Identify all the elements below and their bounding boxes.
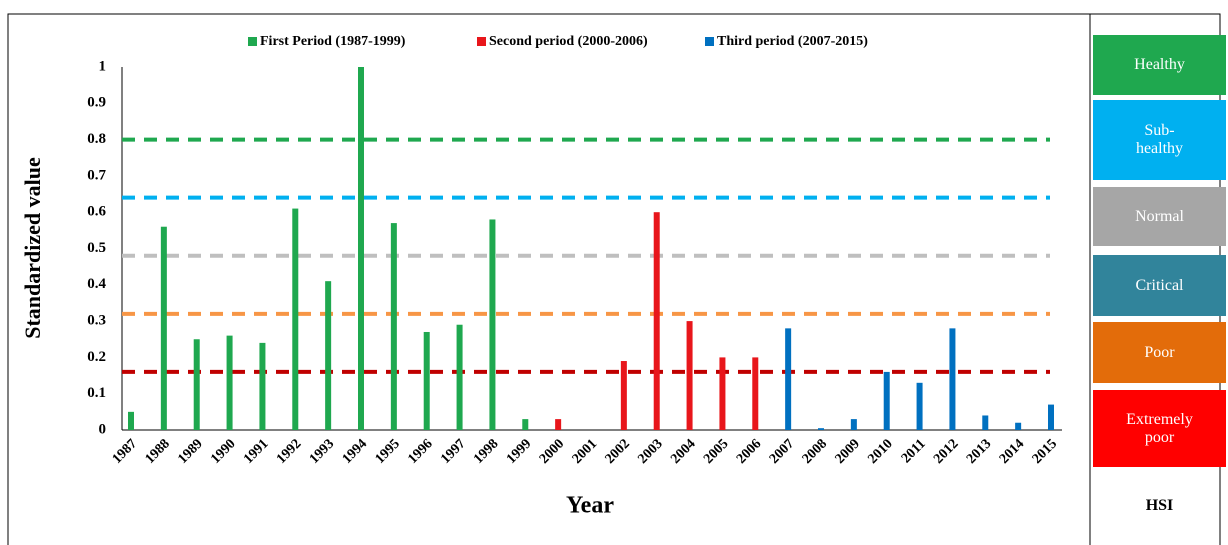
legend-swatch (705, 37, 714, 46)
bar (325, 281, 332, 430)
hsi-level-label: Extremely poor (1126, 410, 1193, 446)
bar (653, 212, 660, 430)
bar (916, 382, 923, 430)
hsi-title: HSI (1145, 497, 1174, 514)
x-tick-label: 1999 (504, 436, 534, 466)
x-tick-label: 1992 (274, 436, 304, 466)
bar (883, 371, 890, 430)
x-tick-label: 2011 (899, 436, 929, 466)
hsi-level: Extremely poor (1093, 390, 1226, 467)
hsi-level-label: Normal (1135, 207, 1184, 225)
legend-label: Third period (2007-2015) (717, 34, 868, 49)
bar (390, 223, 397, 430)
legend-swatch (477, 37, 486, 46)
hsi-level-label: Sub-healthy (1135, 122, 1184, 157)
legend-label: Second period (2000-2006) (489, 34, 648, 49)
bar (620, 361, 627, 430)
y-axis-title: Standardized value (20, 157, 45, 339)
bar (850, 419, 857, 430)
bar (292, 208, 299, 430)
y-tick-label: 0.5 (87, 240, 106, 256)
x-tick-label: 2012 (931, 436, 961, 466)
hsi-level-label: Critical (1135, 276, 1184, 294)
bar (128, 411, 134, 430)
bar (423, 331, 430, 430)
x-tick-label: 1989 (175, 436, 205, 466)
x-tick-label: 2006 (734, 436, 764, 466)
y-tick-label: 0.1 (87, 385, 106, 401)
x-tick-label: 1990 (208, 436, 238, 466)
y-tick-label: 0.9 (87, 95, 106, 111)
x-tick-label: 2013 (964, 436, 994, 466)
x-tick-label: 2008 (800, 436, 830, 466)
hsi-level: Normal (1093, 187, 1226, 246)
bar (259, 342, 266, 430)
x-tick-label: 2004 (668, 436, 698, 466)
y-tick-label: 0 (99, 421, 107, 437)
x-tick-label: 1993 (307, 436, 337, 466)
x-tick-label: 2005 (701, 436, 731, 466)
x-tick-label: 2015 (1030, 436, 1060, 466)
x-tick-label: 2000 (537, 436, 567, 466)
hsi-level-label: Poor (1144, 343, 1175, 361)
bar (358, 67, 364, 430)
bar (982, 415, 989, 430)
legend-swatch (248, 37, 257, 46)
hsi-level: Poor (1093, 322, 1226, 383)
x-tick-label: 2007 (767, 436, 797, 466)
x-tick-label: 1991 (241, 436, 271, 466)
hsi-level: Healthy (1093, 35, 1226, 95)
y-tick-label: 0.4 (87, 276, 106, 292)
x-tick-label: 1998 (471, 436, 501, 466)
x-tick-label: 2001 (570, 436, 600, 466)
x-tick-label: 2014 (997, 436, 1027, 466)
y-tick-label: 0.2 (87, 349, 106, 365)
bar (752, 357, 759, 430)
bar (226, 335, 233, 430)
legend-label: First Period (1987-1999) (260, 34, 406, 49)
x-tick-label: 1988 (143, 436, 173, 466)
bar (719, 357, 726, 430)
x-tick-label: 2003 (635, 436, 665, 466)
y-tick-label: 1 (99, 58, 107, 74)
y-tick-label: 0.7 (87, 167, 106, 183)
x-tick-label: 2010 (865, 436, 895, 466)
x-tick-label: 1987 (110, 436, 140, 466)
bar (1048, 404, 1054, 430)
bar (522, 419, 529, 430)
bar (555, 419, 562, 430)
hsi-level: Critical (1093, 255, 1226, 316)
y-tick-label: 0.6 (87, 204, 106, 220)
bar (489, 219, 496, 430)
x-tick-label: 2002 (603, 436, 633, 466)
bar (456, 324, 463, 430)
hsi-level: Sub-healthy (1093, 100, 1226, 180)
bar (160, 226, 167, 430)
hsi-level-label: Healthy (1134, 56, 1185, 73)
x-tick-label: 1997 (438, 436, 468, 466)
x-tick-label: 1995 (373, 436, 403, 466)
hsi-panel: HSI Healthy Sub-healthy Normal Critical Poor… (1091, 14, 1228, 545)
y-tick-label: 0.8 (87, 131, 106, 147)
bar (193, 339, 200, 430)
bar (785, 328, 792, 430)
x-tick-label: 2009 (833, 436, 863, 466)
x-axis-title: Year (566, 493, 614, 519)
x-tick-label: 1996 (405, 436, 435, 466)
y-tick-label: 0.3 (87, 313, 106, 329)
bar (686, 321, 693, 430)
bar (818, 428, 824, 430)
bar (1015, 422, 1022, 430)
x-tick-label: 1994 (340, 436, 370, 466)
bar (949, 328, 956, 430)
